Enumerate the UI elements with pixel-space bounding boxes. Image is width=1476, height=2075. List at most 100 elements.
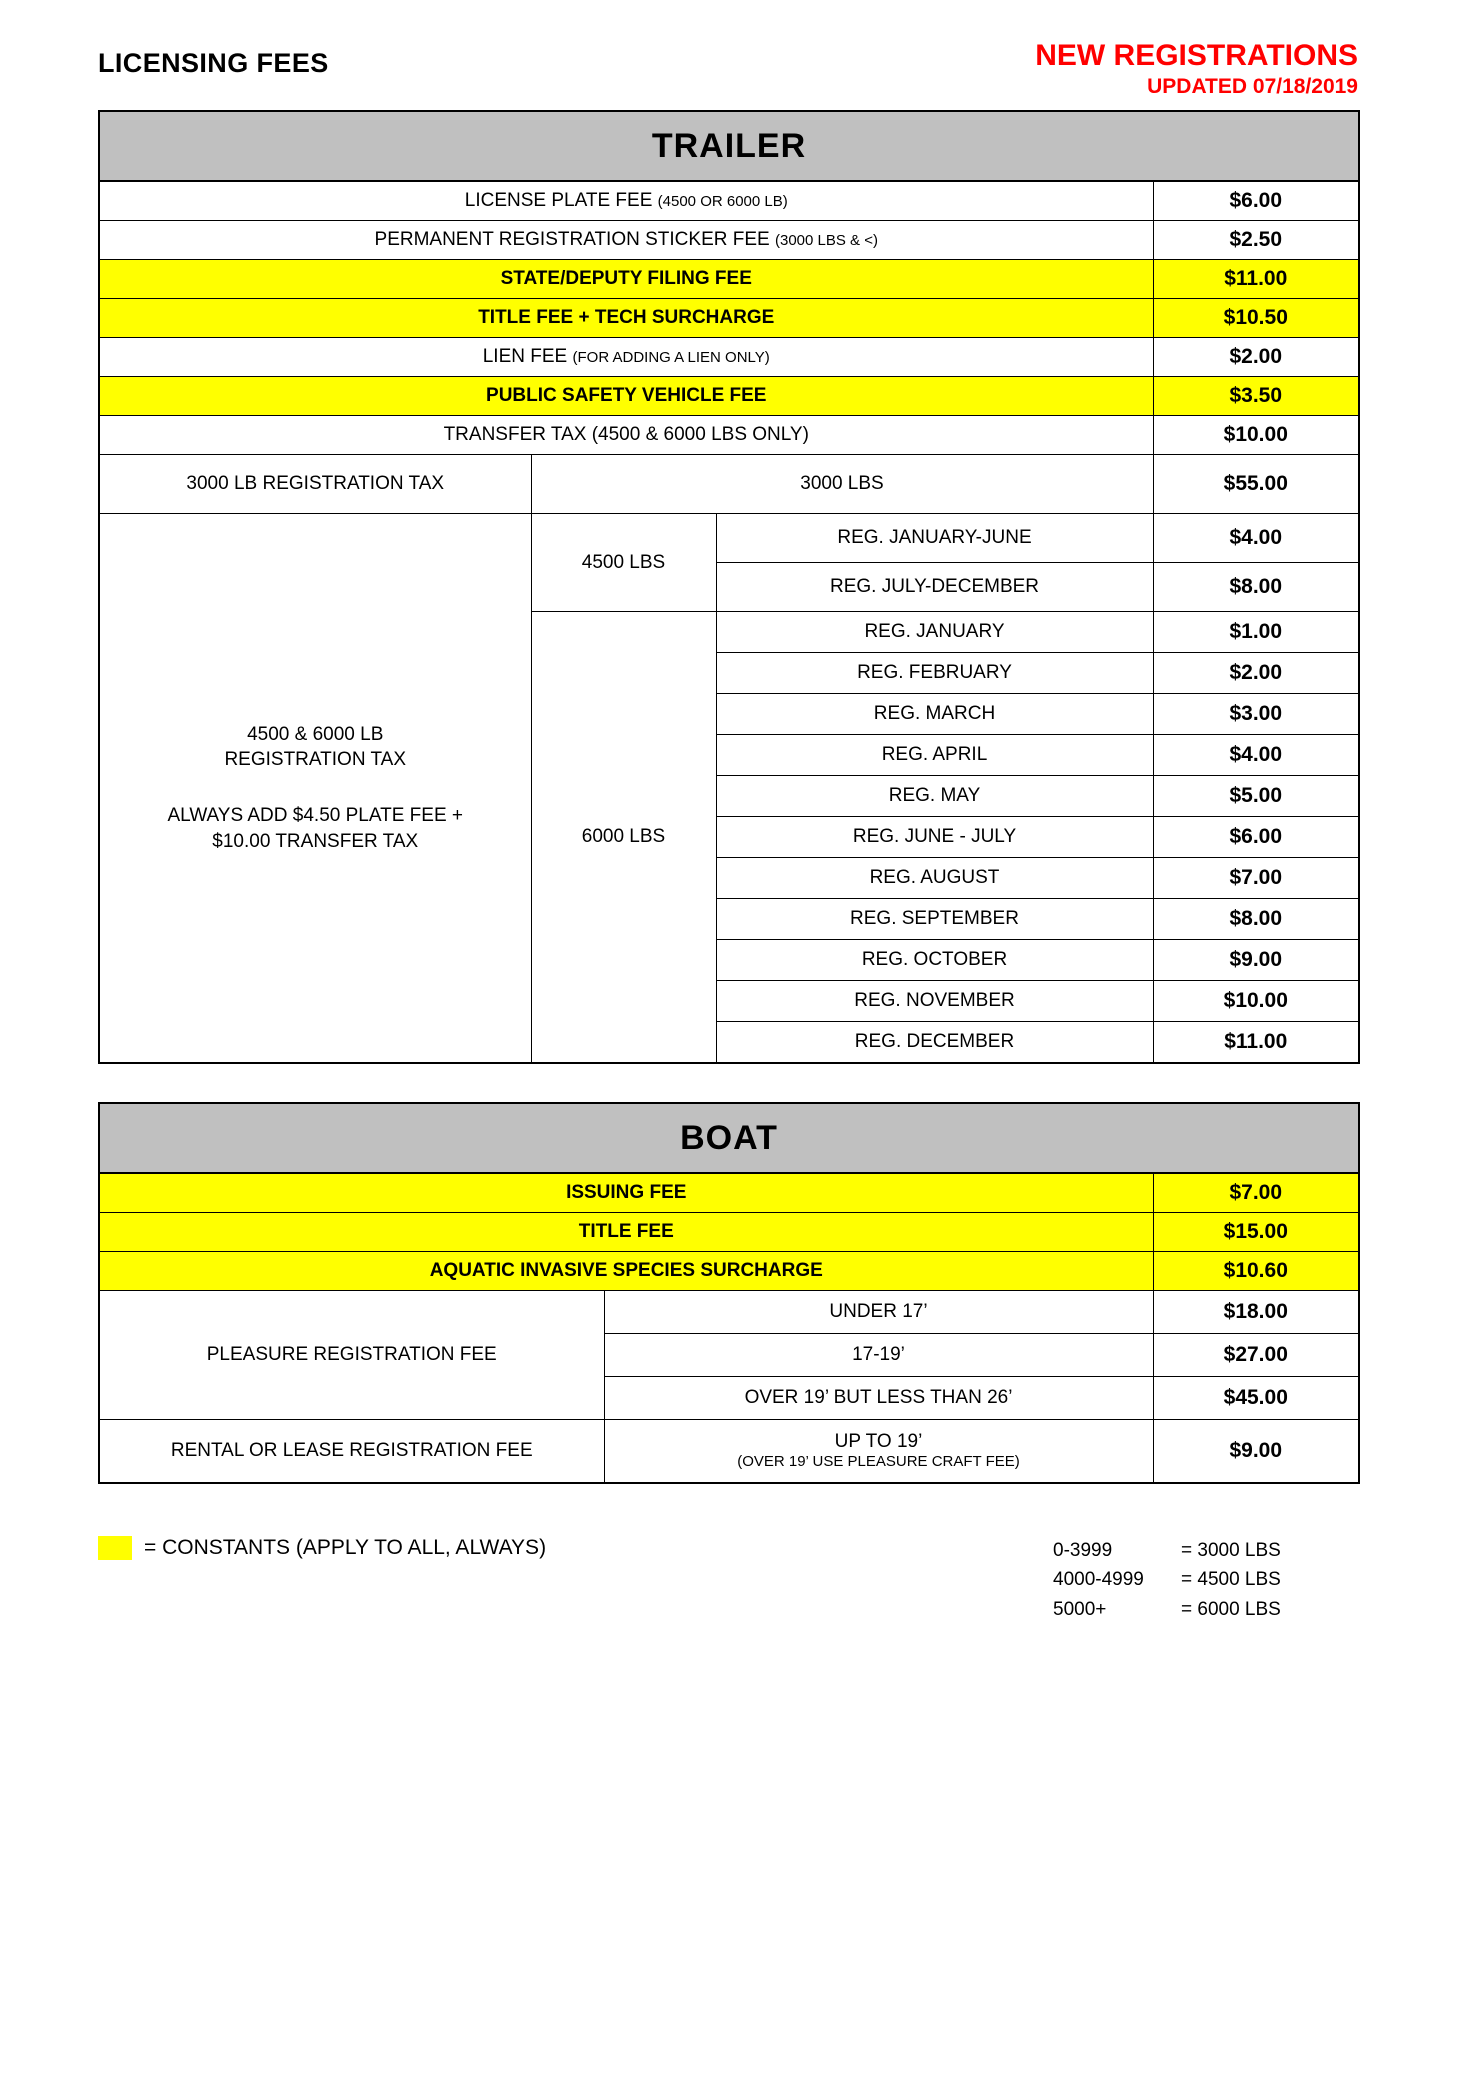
header-right-block: NEW REGISTRATIONS UPDATED 07/18/2019 — [1035, 39, 1358, 100]
period-label: REG. MARCH — [715, 693, 1154, 735]
fee-label: LICENSE PLATE FEE (4500 OR 6000 LB) — [98, 180, 1154, 221]
period-label: REG. SEPTEMBER — [715, 898, 1154, 940]
period-label: REG. NOVEMBER — [715, 980, 1154, 1022]
fee-price: $10.60 — [1152, 1251, 1360, 1291]
weight-class-4500: 4500 LBS — [530, 513, 717, 612]
weight-class: = 6000 LBS — [1181, 1598, 1281, 1620]
table-row-constant: TITLE FEE $15.00 — [98, 1212, 1360, 1252]
table-row: OVER 19’ BUT LESS THAN 26’ $45.00 — [99, 1376, 1360, 1420]
fee-price: $8.00 — [1152, 562, 1360, 612]
fee-price: $27.00 — [1152, 1333, 1360, 1377]
fee-price: $4.00 — [1152, 513, 1360, 563]
document-header: LICENSING FEES NEW REGISTRATIONS UPDATED… — [0, 0, 1476, 110]
size-class-label: 17-19’ — [603, 1333, 1154, 1377]
new-registrations-title: NEW REGISTRATIONS — [1035, 39, 1358, 72]
table-row: RENTAL OR LEASE REGISTRATION FEE UP TO 1… — [98, 1419, 1360, 1484]
table-row: 17-19’ $27.00 — [99, 1333, 1360, 1377]
group-label-line2: REGISTRATION TAX — [224, 749, 407, 771]
period-label: REG. JULY-DECEMBER — [715, 562, 1154, 612]
table-row: REG. MARCH $3.00 — [99, 693, 1360, 735]
fee-price: $2.00 — [1152, 337, 1360, 377]
fee-label: TRANSFER TAX (4500 & 6000 LBS ONLY) — [98, 415, 1154, 455]
weight-class-legend: 0-3999 = 3000 LBS 4000-4999 = 4500 LBS 5… — [1053, 1536, 1281, 1624]
table-row: 3000 LB REGISTRATION TAX 3000 LBS $55.00 — [98, 454, 1360, 514]
group-label-rental-lease-registration: RENTAL OR LEASE REGISTRATION FEE — [98, 1419, 605, 1484]
weight-range: 0-3999 — [1053, 1540, 1113, 1561]
document-footer: = CONSTANTS (APPLY TO ALL, ALWAYS) 0-399… — [0, 1536, 1476, 1676]
fee-label-sub: (3000 LBS & <) — [774, 232, 878, 250]
fee-price: $9.00 — [1152, 939, 1360, 981]
size-class-label: UP TO 19’ (OVER 19’ USE PLEASURE CRAFT F… — [603, 1419, 1154, 1484]
size-class-label: UNDER 17’ — [603, 1290, 1154, 1334]
period-label: REG. OCTOBER — [715, 939, 1154, 981]
fee-label: TITLE FEE — [98, 1212, 1154, 1252]
boat-section-title: BOAT — [98, 1102, 1360, 1174]
fee-price: $10.00 — [1152, 415, 1360, 455]
fee-price: $10.00 — [1152, 980, 1360, 1022]
fee-price: $7.00 — [1152, 857, 1360, 899]
table-row: REG. AUGUST $7.00 — [99, 857, 1360, 899]
table-row: REG. OCTOBER $9.00 — [99, 939, 1360, 981]
weight-class-6000: 6000 LBS — [530, 611, 717, 1064]
table-row-constant: TITLE FEE + TECH SURCHARGE $10.50 — [98, 298, 1360, 338]
table-row: LIEN FEE (FOR ADDING A LIEN ONLY) $2.00 — [98, 337, 1360, 377]
fee-price: $3.00 — [1152, 693, 1360, 735]
period-label: REG. JANUARY-JUNE — [715, 513, 1154, 563]
period-label: REG. AUGUST — [715, 857, 1154, 899]
fee-price: $9.00 — [1152, 1419, 1360, 1484]
weight-range: 5000+ — [1053, 1598, 1107, 1620]
period-label: REG. JANUARY — [715, 611, 1154, 653]
yellow-swatch-icon — [98, 1536, 132, 1560]
table-row: REG. MAY $5.00 — [99, 775, 1360, 817]
fee-price: $18.00 — [1152, 1290, 1360, 1334]
table-row-constant: AQUATIC INVASIVE SPECIES SURCHARGE $10.6… — [98, 1251, 1360, 1291]
period-label: REG. DECEMBER — [715, 1021, 1154, 1064]
trailer-section-title: TRAILER — [98, 110, 1360, 182]
fee-price: $55.00 — [1152, 454, 1360, 514]
group-label-pleasure-registration: PLEASURE REGISTRATION FEE — [98, 1290, 605, 1420]
fee-price: $10.50 — [1152, 298, 1360, 338]
boat-fee-table: BOAT ISSUING FEE $7.00 TITLE FEE $15.00 … — [98, 1102, 1361, 1484]
table-row: TRAILER — [98, 110, 1360, 182]
table-row: PLEASURE REGISTRATION FEE UNDER 17’ $18.… — [98, 1290, 1360, 1420]
table-row: REG. FEBRUARY $2.00 — [99, 652, 1360, 694]
period-label: REG. JUNE - JULY — [715, 816, 1154, 858]
group-note-line2: $10.00 TRANSFER TAX — [212, 830, 419, 852]
fee-price: $4.00 — [1152, 734, 1360, 776]
period-label: REG. APRIL — [715, 734, 1154, 776]
constants-legend: = CONSTANTS (APPLY TO ALL, ALWAYS) — [98, 1536, 546, 1560]
table-row-constant: PUBLIC SAFETY VEHICLE FEE $3.50 — [98, 376, 1360, 416]
size-class-line1: UP TO 19’ — [834, 1430, 923, 1452]
period-label: REG. FEBRUARY — [715, 652, 1154, 694]
fee-label-sub: (FOR ADDING A LIEN ONLY) — [572, 349, 770, 367]
table-row-constant: STATE/DEPUTY FILING FEE $11.00 — [98, 259, 1360, 299]
fee-price: $15.00 — [1152, 1212, 1360, 1252]
list-item: 4000-4999 = 4500 LBS — [1053, 1565, 1281, 1594]
table-spacer — [0, 1064, 1476, 1102]
weight-class: = 4500 LBS — [1181, 1569, 1281, 1591]
fee-label-main: PERMANENT REGISTRATION STICKER FEE — [374, 229, 770, 251]
table-row: BOAT — [98, 1102, 1360, 1174]
table-row-constant: ISSUING FEE $7.00 — [98, 1172, 1360, 1213]
table-row: LICENSE PLATE FEE (4500 OR 6000 LB) $6.0… — [98, 180, 1360, 221]
page-title: LICENSING FEES — [98, 48, 329, 78]
list-item: 5000+ = 6000 LBS — [1053, 1595, 1281, 1624]
table-row: PERMANENT REGISTRATION STICKER FEE (3000… — [98, 220, 1360, 260]
table-row: TRANSFER TAX (4500 & 6000 LBS ONLY) $10.… — [98, 415, 1360, 455]
fee-label-main: LIEN FEE — [482, 346, 568, 368]
table-row: REG. NOVEMBER $10.00 — [99, 980, 1360, 1022]
fee-label-sub: (4500 OR 6000 LB) — [657, 193, 788, 211]
group-note-line1: ALWAYS ADD $4.50 PLATE FEE + — [167, 805, 463, 826]
group-label-line1: 4500 & 6000 LB — [247, 723, 384, 745]
table-row: REG. DECEMBER $11.00 — [99, 1021, 1360, 1064]
table-row: 4500 & 6000 LB REGISTRATION TAX ALWAYS A… — [98, 513, 1360, 1064]
fee-label: PUBLIC SAFETY VEHICLE FEE — [98, 376, 1154, 416]
updated-date: UPDATED 07/18/2019 — [1147, 75, 1358, 99]
fee-price: $2.00 — [1152, 652, 1360, 694]
fee-label: LIEN FEE (FOR ADDING A LIEN ONLY) — [98, 337, 1154, 377]
fee-label-main: LICENSE PLATE FEE — [464, 190, 653, 212]
fee-label: AQUATIC INVASIVE SPECIES SURCHARGE — [98, 1251, 1154, 1291]
table-row: REG. JULY-DECEMBER $8.00 — [99, 562, 1360, 612]
fee-price: $45.00 — [1152, 1376, 1360, 1420]
